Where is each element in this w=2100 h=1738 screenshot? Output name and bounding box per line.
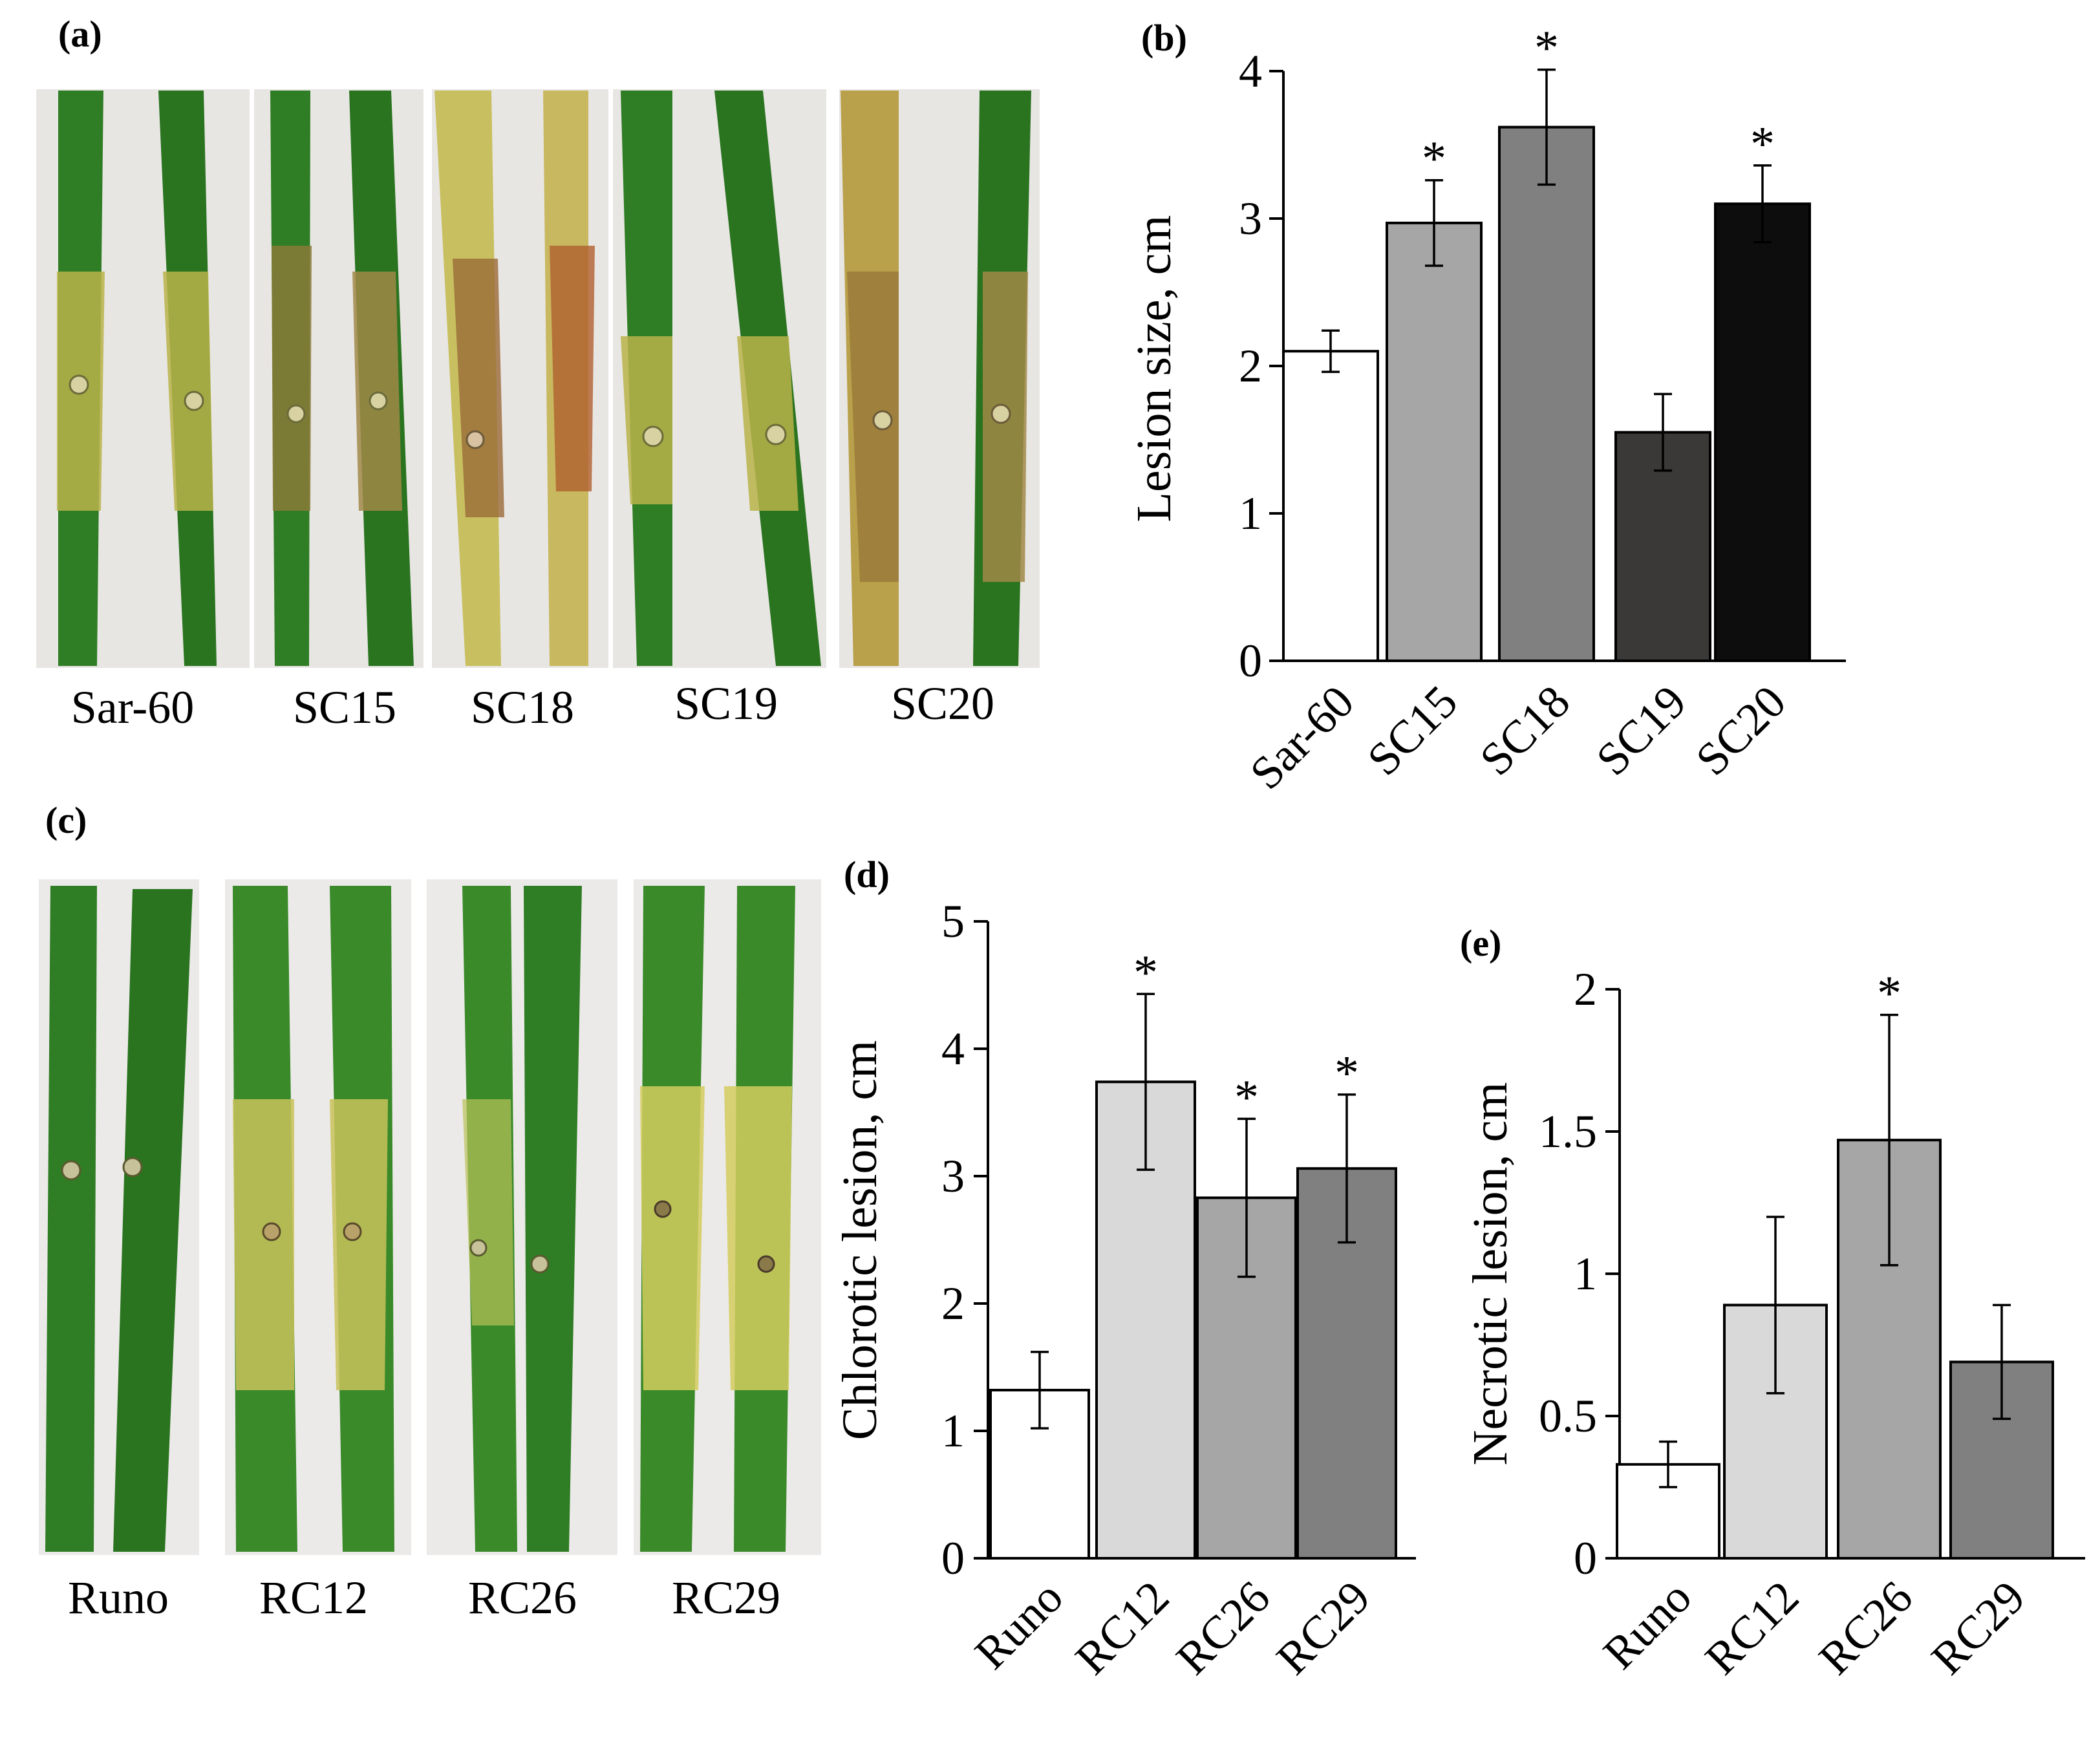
chart-d-significance-star: * <box>1334 1046 1359 1100</box>
chart-e-y-tick-label: 2 <box>1574 963 1597 1015</box>
chart-b-category-label: SC19 <box>1587 676 1697 786</box>
chart-d-chlorotic-lesion: (d) Chlorotic lesion, cm 0 1 2 3 4 5 Runo * RC12 * R… <box>833 853 1416 1684</box>
leaf-photo-sc19 <box>613 89 826 668</box>
photo-label-sc20: SC20 <box>891 678 994 729</box>
chart-e-y-axis-title: Necrotic lesion, cm <box>1463 1082 1517 1465</box>
chart-d-y-tick-label: 2 <box>941 1278 965 1329</box>
leaf-photo-sc20 <box>839 89 1040 668</box>
chart-b-y-tick-label: 4 <box>1239 45 1262 97</box>
chart-e-y-tick-label: 1 <box>1574 1248 1597 1300</box>
chart-e-category-label: Runo <box>1593 1571 1701 1679</box>
panel-a-letter: (a) <box>58 13 102 55</box>
chart-b-bar <box>1282 350 1379 662</box>
chart-b-category-label: SC18 <box>1470 676 1580 786</box>
photo-label-rc12: RC12 <box>259 1572 368 1624</box>
chart-b-category-label: Sar-60 <box>1240 676 1364 799</box>
chart-d-category-label: RC12 <box>1066 1571 1179 1684</box>
photo-label-runo: Runo <box>68 1572 169 1624</box>
panel-c-labels: Runo RC12 RC26 RC29 <box>68 1572 780 1624</box>
chart-e-category-label: RC29 <box>1922 1571 2035 1684</box>
photo-label-rc29: RC29 <box>672 1572 780 1624</box>
chart-e-significance-star: * <box>1877 967 1902 1021</box>
chart-d-category-label: RC26 <box>1166 1571 1280 1684</box>
chart-d-y-tick-label: 3 <box>941 1150 965 1202</box>
leaf-photo-runo <box>39 879 199 1555</box>
chart-b-significance-star: * <box>1422 132 1446 186</box>
chart-d-category-label: Runo <box>965 1571 1073 1679</box>
chart-d-significance-star: * <box>1133 945 1158 1000</box>
chart-b-bar <box>1714 202 1811 662</box>
leaf-photo-sc15 <box>254 89 423 668</box>
chart-d-y-tick-label: 5 <box>941 896 965 947</box>
chart-b-letter: (b) <box>1141 17 1187 59</box>
panel-a-photos <box>36 89 1040 668</box>
chart-b-significance-star: * <box>1750 117 1775 171</box>
chart-e-letter: (e) <box>1460 922 1501 964</box>
chart-b-y-tick-label: 3 <box>1239 193 1262 244</box>
chart-b-significance-star: * <box>1534 21 1559 76</box>
chart-d-letter: (d) <box>844 853 890 896</box>
chart-b-bar <box>1498 125 1595 662</box>
leaf-photo-rc26 <box>427 879 617 1555</box>
chart-b-category-label: SC15 <box>1358 676 1468 786</box>
chart-e-category-label: RC26 <box>1809 1571 1922 1684</box>
chart-d-y-tick-label: 4 <box>941 1023 965 1075</box>
photo-label-rc26: RC26 <box>468 1572 577 1624</box>
chart-d-category-label: RC29 <box>1267 1571 1380 1684</box>
chart-d-y-tick-label: 1 <box>941 1405 965 1457</box>
chart-b-y-axis-title: Lesion size, cm <box>1127 215 1181 522</box>
chart-b-bar <box>1386 221 1483 662</box>
chart-b-category-label: SC20 <box>1686 676 1796 786</box>
chart-b-y-tick-label: 0 <box>1239 635 1262 687</box>
chart-d-significance-star: * <box>1234 1070 1259 1124</box>
chart-b-y-tick-label: 2 <box>1239 340 1262 392</box>
photo-label-sc18: SC18 <box>471 681 574 733</box>
chart-d-y-tick-label: 0 <box>941 1532 965 1584</box>
chart-e-category-label: RC12 <box>1695 1571 1808 1684</box>
panel-c-photos <box>39 879 821 1555</box>
chart-e-y-tick-label: 1.5 <box>1539 1106 1597 1157</box>
chart-e-y-tick-label: 0.5 <box>1539 1390 1597 1442</box>
chart-b-y-tick-label: 1 <box>1239 488 1262 539</box>
leaf-photo-rc12 <box>225 879 411 1555</box>
panel-c-letter: (c) <box>45 799 87 841</box>
chart-e-y-tick-label: 0 <box>1574 1532 1597 1584</box>
leaf-photo-sar-60 <box>36 89 250 668</box>
leaf-photo-rc29 <box>634 879 821 1555</box>
panel-a-labels: Sar-60 SC15 SC18 SC19 SC20 <box>71 678 994 733</box>
chart-d-y-axis-title: Chlorotic lesion, cm <box>833 1040 887 1440</box>
photo-label-sc19: SC19 <box>674 678 778 729</box>
photo-label-sc15: SC15 <box>293 681 396 733</box>
photo-label-sar-60: Sar-60 <box>71 681 195 733</box>
leaf-photo-sc18 <box>432 89 608 668</box>
